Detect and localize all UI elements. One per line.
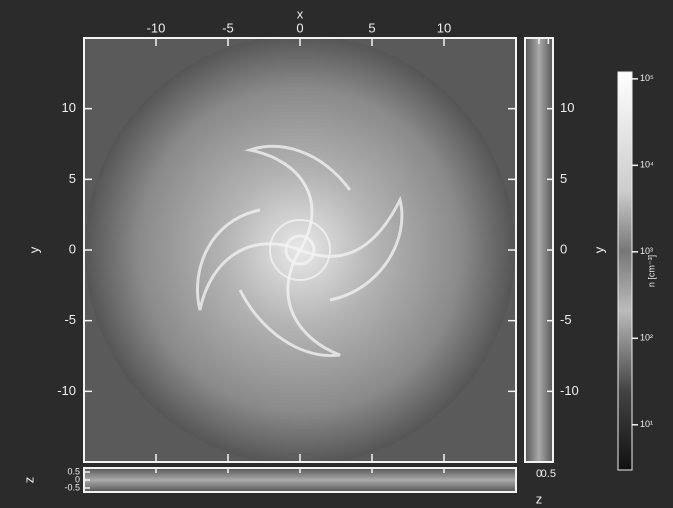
bottom-z-tick-label: 0.5 (67, 466, 80, 476)
y-tick-label: 5 (69, 171, 76, 186)
x-tick-label: -5 (222, 20, 234, 35)
y-tick-label: 10 (62, 100, 76, 115)
side-y-tick-label: -5 (560, 312, 572, 327)
x-tick-label: -10 (147, 20, 166, 35)
bottom-z-tick-label: -0.5 (64, 482, 80, 492)
bottom-y-label: z (21, 477, 36, 484)
side-z-tick-label: 0 (536, 468, 542, 480)
side-y-tick-label: 10 (560, 100, 574, 115)
colorbar (617, 71, 633, 471)
side-y-label: y (591, 246, 606, 253)
side-y-tick-label: 0 (560, 241, 567, 256)
side-y-tick-label: 5 (560, 171, 567, 186)
y-tick-label: 0 (69, 241, 76, 256)
x-tick-label: 10 (437, 20, 451, 35)
density-map (84, 38, 516, 462)
colorbar-tick-label: 10⁵ (640, 73, 654, 83)
side-x-label: z (536, 491, 543, 506)
x-tick-label: 0 (296, 20, 303, 35)
colorbar-tick-label: 10¹ (640, 419, 653, 429)
y-tick-label: -10 (57, 383, 76, 398)
colorbar-tick-label: 10⁴ (640, 160, 654, 170)
y-axis-label: y (26, 246, 41, 253)
x-axis-label: x (297, 6, 304, 21)
side-y-tick-label: -10 (560, 383, 579, 398)
bottom-z-tick-label: 0 (75, 474, 80, 484)
colorbar-tick-label: 10² (640, 333, 653, 343)
colorbar-tick-label: 10³ (640, 246, 653, 256)
y-tick-label: -5 (64, 312, 76, 327)
x-tick-label: 5 (368, 20, 375, 35)
colorbar-label: n [cm⁻³] (646, 255, 656, 287)
side-z-tick-label: 0.5 (541, 468, 556, 480)
